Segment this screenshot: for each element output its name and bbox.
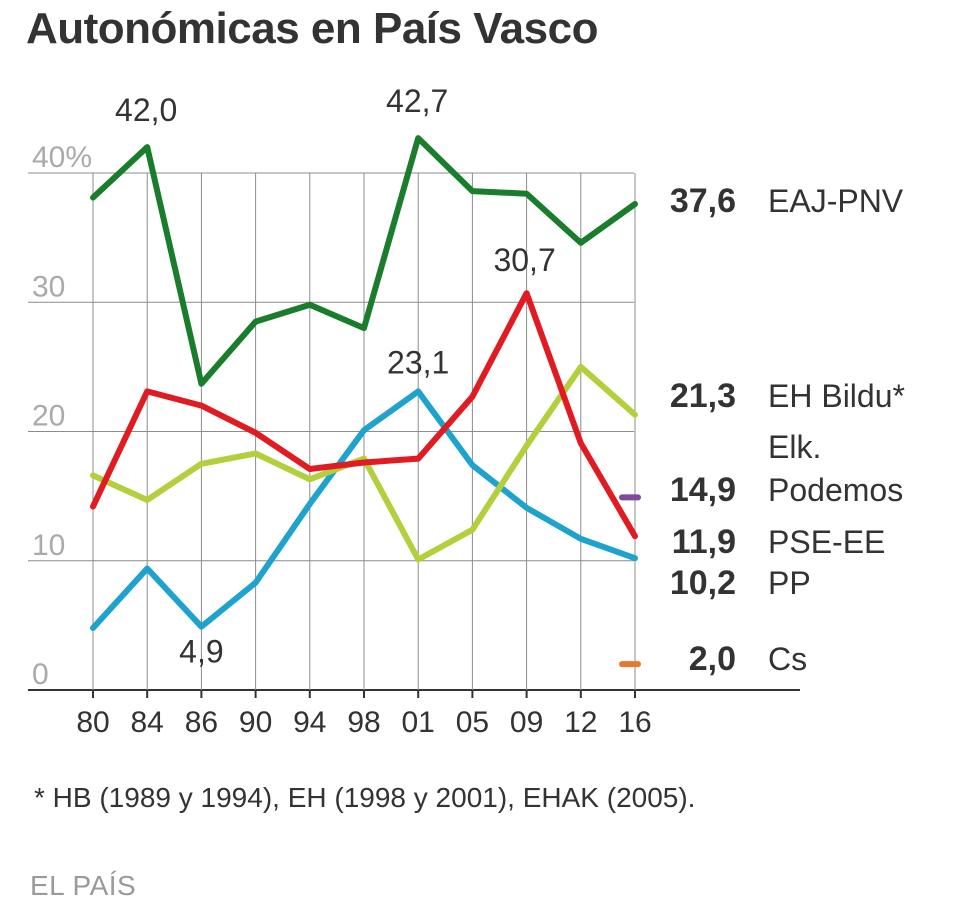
end-value-label: 37,6 — [670, 182, 736, 220]
x-tick-label: 80 — [76, 706, 109, 739]
y-tick-label: 30 — [32, 270, 65, 303]
series-name-label: PP — [768, 565, 811, 601]
x-tick-label: 16 — [618, 706, 651, 739]
x-tick-label: 05 — [456, 706, 489, 739]
data-label: 4,9 — [179, 634, 223, 670]
x-tick-label: 90 — [239, 706, 272, 739]
x-tick-label: 09 — [510, 706, 543, 739]
data-label: 42,7 — [386, 83, 448, 119]
series-lines — [90, 135, 638, 631]
x-tick-label: 01 — [402, 706, 435, 739]
end-value-label: 11,9 — [672, 523, 736, 561]
end-value-label: 14,9 — [670, 471, 736, 509]
end-labels: 37,6 EAJ-PNV 21,3 EH Bildu* 11,9 PSE-EE 10,2 PP… — [670, 182, 905, 678]
x-tick-label: 86 — [185, 706, 218, 739]
legend-markers — [619, 494, 641, 668]
series-name-label: PSE-EE — [768, 524, 885, 560]
x-axis-ticks: 80 84 86 90 94 98 01 05 09 12 16 — [76, 706, 651, 739]
chart-title: Autonómicas en País Vasco — [26, 4, 598, 53]
series-name-note: Elk. — [768, 429, 821, 465]
series-line — [90, 135, 638, 387]
series-line — [90, 388, 638, 631]
footnote: * HB (1989 y 1994), EH (1998 y 2001), EH… — [34, 782, 696, 813]
y-tick-label: 0 — [32, 658, 49, 691]
series-name-label: Cs — [768, 641, 807, 677]
x-tick-label: 12 — [564, 706, 597, 739]
data-label: 42,0 — [115, 92, 177, 128]
data-annotations: 42,0 42,7 30,7 23,1 4,9 — [115, 83, 556, 670]
x-tick-label: 98 — [347, 706, 380, 739]
grid — [28, 172, 800, 698]
series-name-label: Podemos — [768, 472, 903, 508]
data-label: 23,1 — [387, 344, 449, 380]
series-name-label: EH Bildu* — [768, 378, 905, 414]
series-line — [90, 363, 638, 563]
y-tick-label: 40% — [32, 141, 92, 174]
end-value-label: 10,2 — [670, 564, 736, 602]
end-value-label: 2,0 — [689, 640, 736, 678]
x-tick-label: 84 — [131, 706, 164, 739]
end-value-label: 21,3 — [670, 377, 736, 415]
source-credit: EL PAÍS — [30, 870, 137, 901]
series-name-label: EAJ-PNV — [768, 183, 904, 219]
y-axis-ticks: 0 10 20 30 40% — [32, 141, 92, 691]
y-tick-label: 20 — [32, 400, 65, 433]
y-tick-label: 10 — [32, 529, 65, 562]
x-tick-label: 94 — [293, 706, 326, 739]
series-line — [90, 290, 638, 540]
data-label: 30,7 — [493, 242, 555, 278]
